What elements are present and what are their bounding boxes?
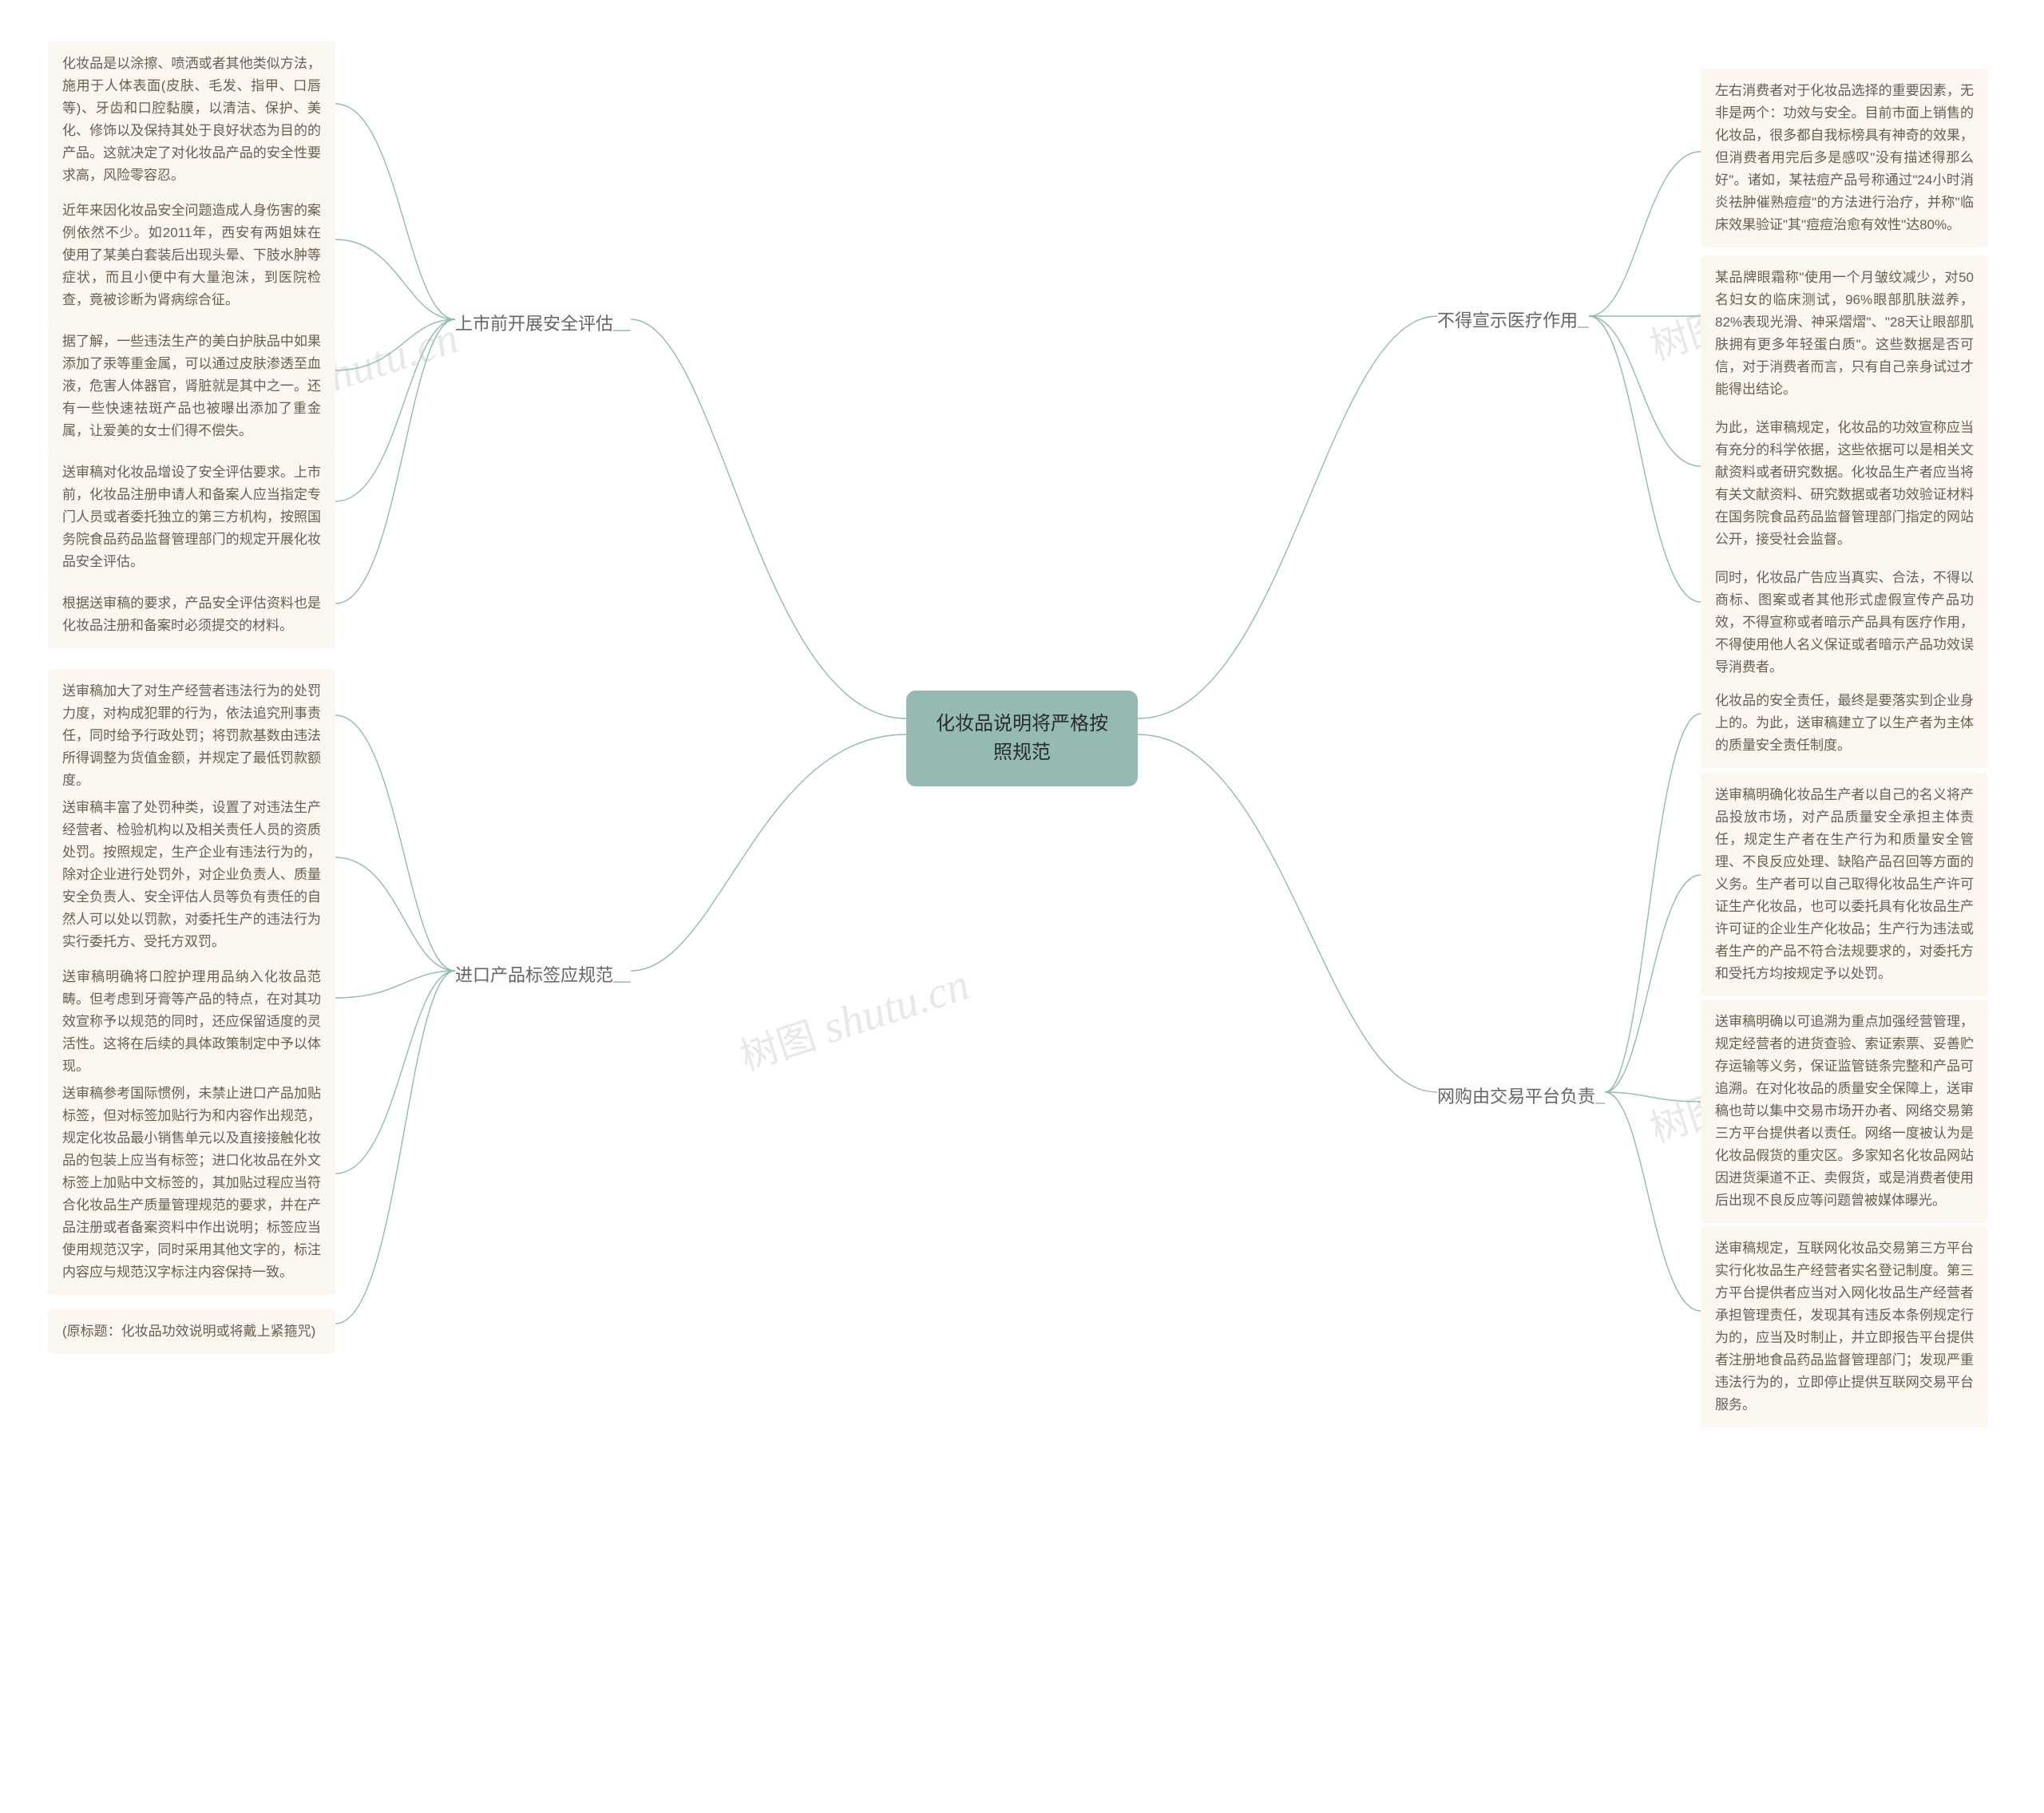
leaf-node: 近年来因化妆品安全问题造成人身伤害的案例依然不少。如2011年，西安有两姐妹在使…: [48, 188, 335, 323]
leaf-node: 据了解，一些违法生产的美白护肤品中如果添加了汞等重金属，可以通过皮肤渗透至血液，…: [48, 319, 335, 453]
leaf-node: 送审稿明确以可追溯为重点加强经营管理，规定经营者的进货查验、索证索票、妥善贮存运…: [1701, 1000, 1988, 1223]
leaf-node: 化妆品的安全责任，最终是要落实到企业身上的。为此，送审稿建立了以生产者为主体的质…: [1701, 679, 1988, 768]
watermark: 树图 shutu.cn: [731, 955, 975, 1082]
leaf-text: 某品牌眼霜称"使用一个月皱纹减少，对50名妇女的临床测试，96%眼部肌肤滋养，8…: [1715, 270, 1974, 397]
leaf-text: 化妆品的安全责任，最终是要落实到企业身上的。为此，送审稿建立了以生产者为主体的质…: [1715, 693, 1974, 753]
leaf-node: 送审稿明确化妆品生产者以自己的名义将产品投放市场，对产品质量安全承担主体责任，规…: [1701, 773, 1988, 996]
leaf-text: (原标题：化妆品功效说明或将戴上紧箍咒): [62, 1324, 315, 1339]
leaf-text: 同时，化妆品广告应当真实、合法，不得以商标、图案或者其他形式虚假宣传产品功效，不…: [1715, 570, 1974, 675]
leaf-node: 为此，送审稿规定，化妆品的功效宣称应当有充分的科学依据，这些依据可以是相关文献资…: [1701, 406, 1988, 562]
leaf-text: 送审稿明确以可追溯为重点加强经营管理，规定经营者的进货查验、索证索票、妥善贮存运…: [1715, 1014, 1974, 1208]
leaf-text: 根据送审稿的要求，产品安全评估资料也是化妆品注册和备案时必须提交的材料。: [62, 596, 321, 633]
leaf-node: 根据送审稿的要求，产品安全评估资料也是化妆品注册和备案时必须提交的材料。: [48, 581, 335, 648]
branch-label-text: 上市前开展安全评估: [455, 314, 613, 334]
center-text: 化妆品说明将严格按照规范: [936, 713, 1108, 763]
leaf-text: 近年来因化妆品安全问题造成人身伤害的案例依然不少。如2011年，西安有两姐妹在使…: [62, 203, 321, 307]
leaf-text: 送审稿规定，互联网化妆品交易第三方平台实行化妆品生产经营者实名登记制度。第三方平…: [1715, 1241, 1974, 1412]
leaf-node: 送审稿丰富了处罚种类，设置了对违法生产经营者、检验机构以及相关责任人员的资质处罚…: [48, 786, 335, 964]
watermark-en: shutu.cn: [817, 960, 975, 1053]
leaf-node: 送审稿对化妆品增设了安全评估要求。上市前，化妆品注册申请人和备案人应当指定专门人…: [48, 450, 335, 584]
leaf-node: 送审稿参考国际惯例，未禁止进口产品加贴标签，但对标签加贴行为和内容作出规范，规定…: [48, 1071, 335, 1295]
branch-label-text: 不得宣示医疗作用: [1437, 311, 1578, 331]
watermark-cn: 树图: [735, 1015, 822, 1079]
leaf-text: 送审稿加大了对生产经营者违法行为的处罚力度，对构成犯罪的行为，依法追究刑事责任，…: [62, 683, 321, 788]
leaf-text: 为此，送审稿规定，化妆品的功效宣称应当有充分的科学依据，这些依据可以是相关文献资…: [1715, 420, 1974, 547]
branch-left-bottom: 进口产品标签应规范: [455, 961, 613, 987]
branch-right-top: 不得宣示医疗作用: [1437, 307, 1578, 332]
branch-left-top: 上市前开展安全评估: [455, 310, 613, 335]
leaf-text: 送审稿明确将口腔护理用品纳入化妆品范畴。但考虑到牙膏等产品的特点，在对其功效宣称…: [62, 969, 321, 1074]
branch-right-bottom: 网购由交易平台负责: [1437, 1083, 1595, 1108]
leaf-node: 左右消费者对于化妆品选择的重要因素，无非是两个：功效与安全。目前市面上销售的化妆…: [1701, 69, 1988, 247]
leaf-node: 送审稿明确将口腔护理用品纳入化妆品范畴。但考虑到牙膏等产品的特点，在对其功效宣称…: [48, 955, 335, 1089]
leaf-text: 送审稿明确化妆品生产者以自己的名义将产品投放市场，对产品质量安全承担主体责任，规…: [1715, 787, 1974, 981]
leaf-text: 化妆品是以涂擦、喷洒或者其他类似方法，施用于人体表面(皮肤、毛发、指甲、口唇等)…: [62, 56, 321, 183]
branch-label-text: 进口产品标签应规范: [455, 965, 613, 985]
leaf-node: 同时，化妆品广告应当真实、合法，不得以商标、图案或者其他形式虚假宣传产品功效，不…: [1701, 556, 1988, 690]
leaf-node: 某品牌眼霜称"使用一个月皱纹减少，对50名妇女的临床测试，96%眼部肌肤滋养，8…: [1701, 255, 1988, 412]
leaf-text: 送审稿丰富了处罚种类，设置了对违法生产经营者、检验机构以及相关责任人员的资质处罚…: [62, 800, 321, 949]
center-node: 化妆品说明将严格按照规范: [906, 691, 1138, 786]
branch-label-text: 网购由交易平台负责: [1437, 1087, 1595, 1106]
leaf-text: 送审稿参考国际惯例，未禁止进口产品加贴标签，但对标签加贴行为和内容作出规范，规定…: [62, 1086, 321, 1280]
leaf-node: 化妆品是以涂擦、喷洒或者其他类似方法，施用于人体表面(皮肤、毛发、指甲、口唇等)…: [48, 42, 335, 198]
leaf-node: 送审稿加大了对生产经营者违法行为的处罚力度，对构成犯罪的行为，依法追究刑事责任，…: [48, 669, 335, 803]
leaf-text: 送审稿对化妆品增设了安全评估要求。上市前，化妆品注册申请人和备案人应当指定专门人…: [62, 465, 321, 569]
leaf-text: 左右消费者对于化妆品选择的重要因素，无非是两个：功效与安全。目前市面上销售的化妆…: [1715, 83, 1974, 232]
leaf-node: (原标题：化妆品功效说明或将戴上紧箍咒): [48, 1309, 335, 1354]
leaf-node: 送审稿规定，互联网化妆品交易第三方平台实行化妆品生产经营者实名登记制度。第三方平…: [1701, 1226, 1988, 1427]
leaf-text: 据了解，一些违法生产的美白护肤品中如果添加了汞等重金属，可以通过皮肤渗透至血液，…: [62, 334, 321, 438]
